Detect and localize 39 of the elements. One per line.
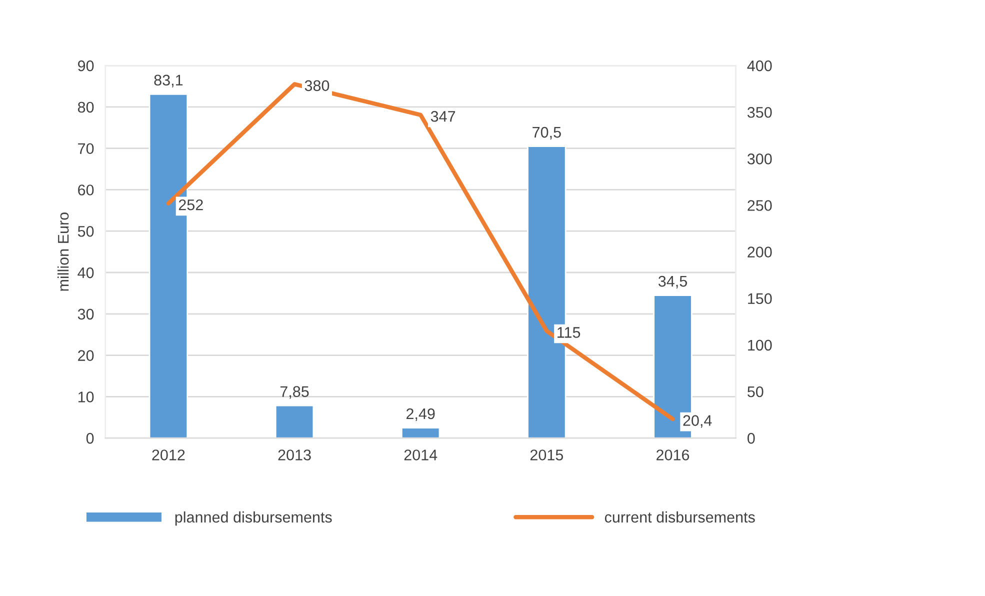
y-tick-label: 50 — [78, 226, 94, 237]
y2-tick-label: 200 — [748, 246, 772, 258]
y2-tick-label: 300 — [747, 154, 772, 164]
y-tick-label: 30 — [78, 308, 94, 320]
y-tick-label: 10 — [78, 392, 94, 402]
legend-label: planned disbursements — [175, 511, 332, 526]
y2-tick-label: 250 — [748, 200, 772, 211]
y-axis-title: million Euro — [57, 212, 69, 291]
y-tick-label: 60 — [78, 184, 94, 196]
data-label: 347 — [430, 110, 456, 122]
y-tick-label: 80 — [78, 102, 94, 113]
bar — [400, 427, 440, 438]
data-label: 380 — [304, 80, 330, 92]
x-tick-label: 2015 — [530, 450, 564, 460]
data-label: 7,85 — [280, 386, 309, 399]
y2-tick-label: 0 — [748, 432, 755, 444]
y-tick-label: 20 — [78, 350, 94, 361]
data-label: 115 — [558, 327, 580, 338]
data-label: 70,5 — [532, 126, 561, 140]
x-tick-label: 2012 — [152, 450, 185, 460]
data-label: 2,49 — [406, 408, 435, 421]
x-tick-label: 2016 — [656, 450, 690, 460]
y2-tick-label: 50 — [748, 386, 764, 398]
y2-tick-label: 100 — [748, 340, 772, 351]
x-tick-label: 2013 — [278, 450, 311, 460]
y-tick-label: 0 — [86, 432, 94, 444]
bar — [274, 404, 314, 438]
y2-tick-label: 150 — [748, 293, 772, 304]
y2-tick-label: 400 — [747, 60, 772, 72]
legend-label: current disbursements — [604, 511, 755, 523]
y-tick-label: 70 — [78, 143, 94, 154]
y-tick-label: 90 — [78, 60, 94, 72]
x-tick-label: 2014 — [404, 450, 438, 460]
data-label: 20,4 — [683, 415, 712, 428]
y2-tick-label: 350 — [747, 106, 772, 118]
y-tick-label: 40 — [78, 267, 94, 278]
data-label: 83,1 — [154, 74, 183, 88]
data-label: 252 — [178, 199, 203, 210]
data-label: 34,5 — [658, 276, 687, 288]
